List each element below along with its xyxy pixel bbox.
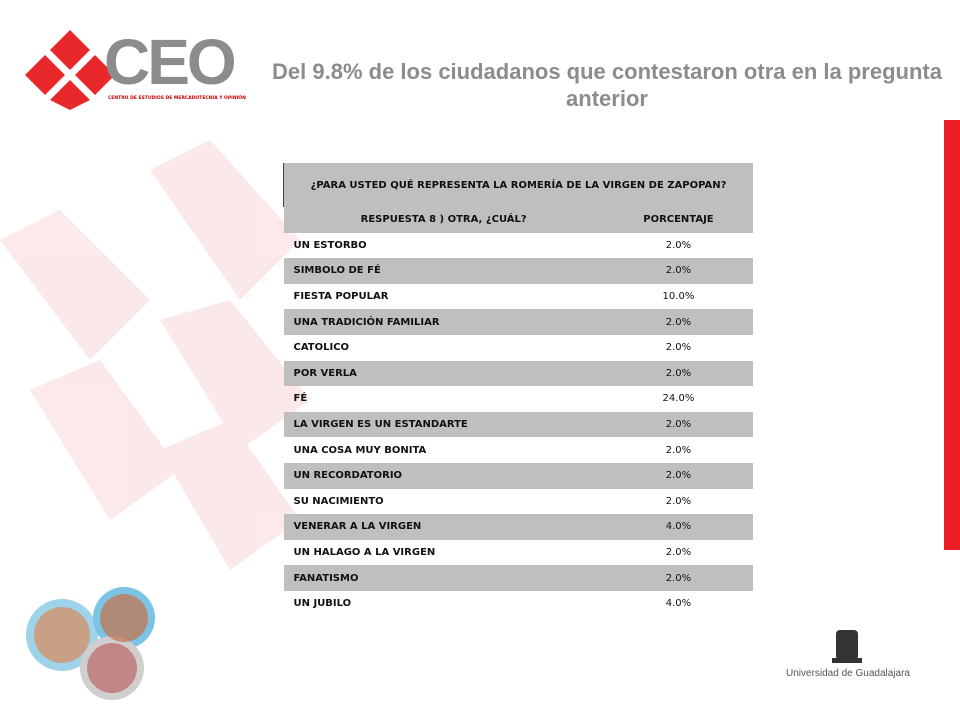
table-row: UNA TRADICIÓN FAMILIAR 2.0% <box>283 309 753 335</box>
percentage-cell: 2.0% <box>665 239 692 251</box>
table-row: SU NACIMIENTO 2.0% <box>284 489 754 515</box>
slide-title: Del 9.8% de los ciudadanos que contestar… <box>272 59 942 111</box>
percentage-cell: 4.0% <box>603 514 753 540</box>
table-row: UN JUBILO 4.0% <box>284 591 754 617</box>
logo-subtitle: CENTRO DE ESTUDIOS DE MERCADOTECNIA Y OP… <box>108 96 246 101</box>
answer-cell: FÉ <box>293 393 308 405</box>
percentage-cell: 4.0% <box>665 598 692 610</box>
percentage-cell: 2.0% <box>603 411 753 438</box>
table-row: LA VIRGEN ES UN ESTANDARTE 2.0% <box>283 411 753 438</box>
answer-cell: UN JUBILO <box>293 598 352 610</box>
percentage-cell: 2.0% <box>665 547 692 559</box>
question-row: ¿PARA USTED QUÉ REPRESENTA LA ROMERÍA DE… <box>283 163 753 207</box>
table-row: VENERAR A LA VIRGEN 4.0% <box>283 514 753 540</box>
percentage-cell: 2.0% <box>665 495 692 507</box>
answer-cell: POR VERLA <box>283 360 604 387</box>
column-header: PORCENTAJE <box>603 207 753 233</box>
table-row: UN HALAGO A LA VIRGEN 2.0% <box>284 540 754 566</box>
table-row: FANATISMO 2.0% <box>283 565 753 591</box>
percentage-cell: 2.0% <box>665 342 692 354</box>
answer-cell: SU NACIMIENTO <box>293 495 384 507</box>
percentage-cell: 24.0% <box>662 393 695 405</box>
percentage-cell: 2.0% <box>603 309 753 335</box>
answer-cell: UN ESTORBO <box>293 239 367 251</box>
table-row: UNA COSA MUY BONITA 2.0% <box>284 437 754 463</box>
table-row: UN ESTORBO 2.0% <box>284 233 754 259</box>
answer-cell: UN RECORDATORIO <box>283 462 604 489</box>
table-row: FIESTA POPULAR 10.0% <box>284 284 754 310</box>
answer-cell: UNA COSA MUY BONITA <box>293 444 427 456</box>
answer-cell: UNA TRADICIÓN FAMILIAR <box>283 309 604 335</box>
question: ¿PARA USTED QUÉ REPRESENTA LA ROMERÍA DE… <box>283 163 753 207</box>
answer-cell: CATOLICO <box>293 342 350 354</box>
percentage-cell: 2.0% <box>603 258 753 284</box>
table-row: UN RECORDATORIO 2.0% <box>283 462 753 489</box>
header-row: RESPUESTA 8 ) OTRA, ¿CUÁL? PORCENTAJE <box>283 207 753 233</box>
university-name: Universidad de Guadalajara <box>786 668 910 679</box>
answer-cell: UN HALAGO A LA VIRGEN <box>293 547 436 559</box>
answer-cell: LA VIRGEN ES UN ESTANDARTE <box>283 411 604 438</box>
percentage-cell: 2.0% <box>665 444 692 456</box>
percentage-cell: 2.0% <box>603 462 753 489</box>
percentage-cell: 2.0% <box>603 360 753 387</box>
table-row: POR VERLA 2.0% <box>283 360 753 387</box>
table-row: SIMBOLO DE FÉ 2.0% <box>283 258 753 284</box>
logo: CEO <box>104 26 237 98</box>
percentage-cell: 2.0% <box>603 565 753 591</box>
table-row: FÉ 24.0% <box>284 386 754 412</box>
percentage-cell: 10.0% <box>662 291 695 303</box>
answer-cell: FIESTA POPULAR <box>293 291 389 303</box>
answer-cell: FANATISMO <box>283 565 604 591</box>
accent-bar <box>944 120 960 550</box>
answer-cell: VENERAR A LA VIRGEN <box>283 514 604 540</box>
data-table: ¿PARA USTED QUÉ REPRESENTA LA ROMERÍA DE… <box>283 163 753 617</box>
column-header: RESPUESTA 8 ) OTRA, ¿CUÁL? <box>283 207 604 233</box>
table-row: CATOLICO 2.0% <box>284 335 754 361</box>
answer-cell: SIMBOLO DE FÉ <box>283 258 604 284</box>
